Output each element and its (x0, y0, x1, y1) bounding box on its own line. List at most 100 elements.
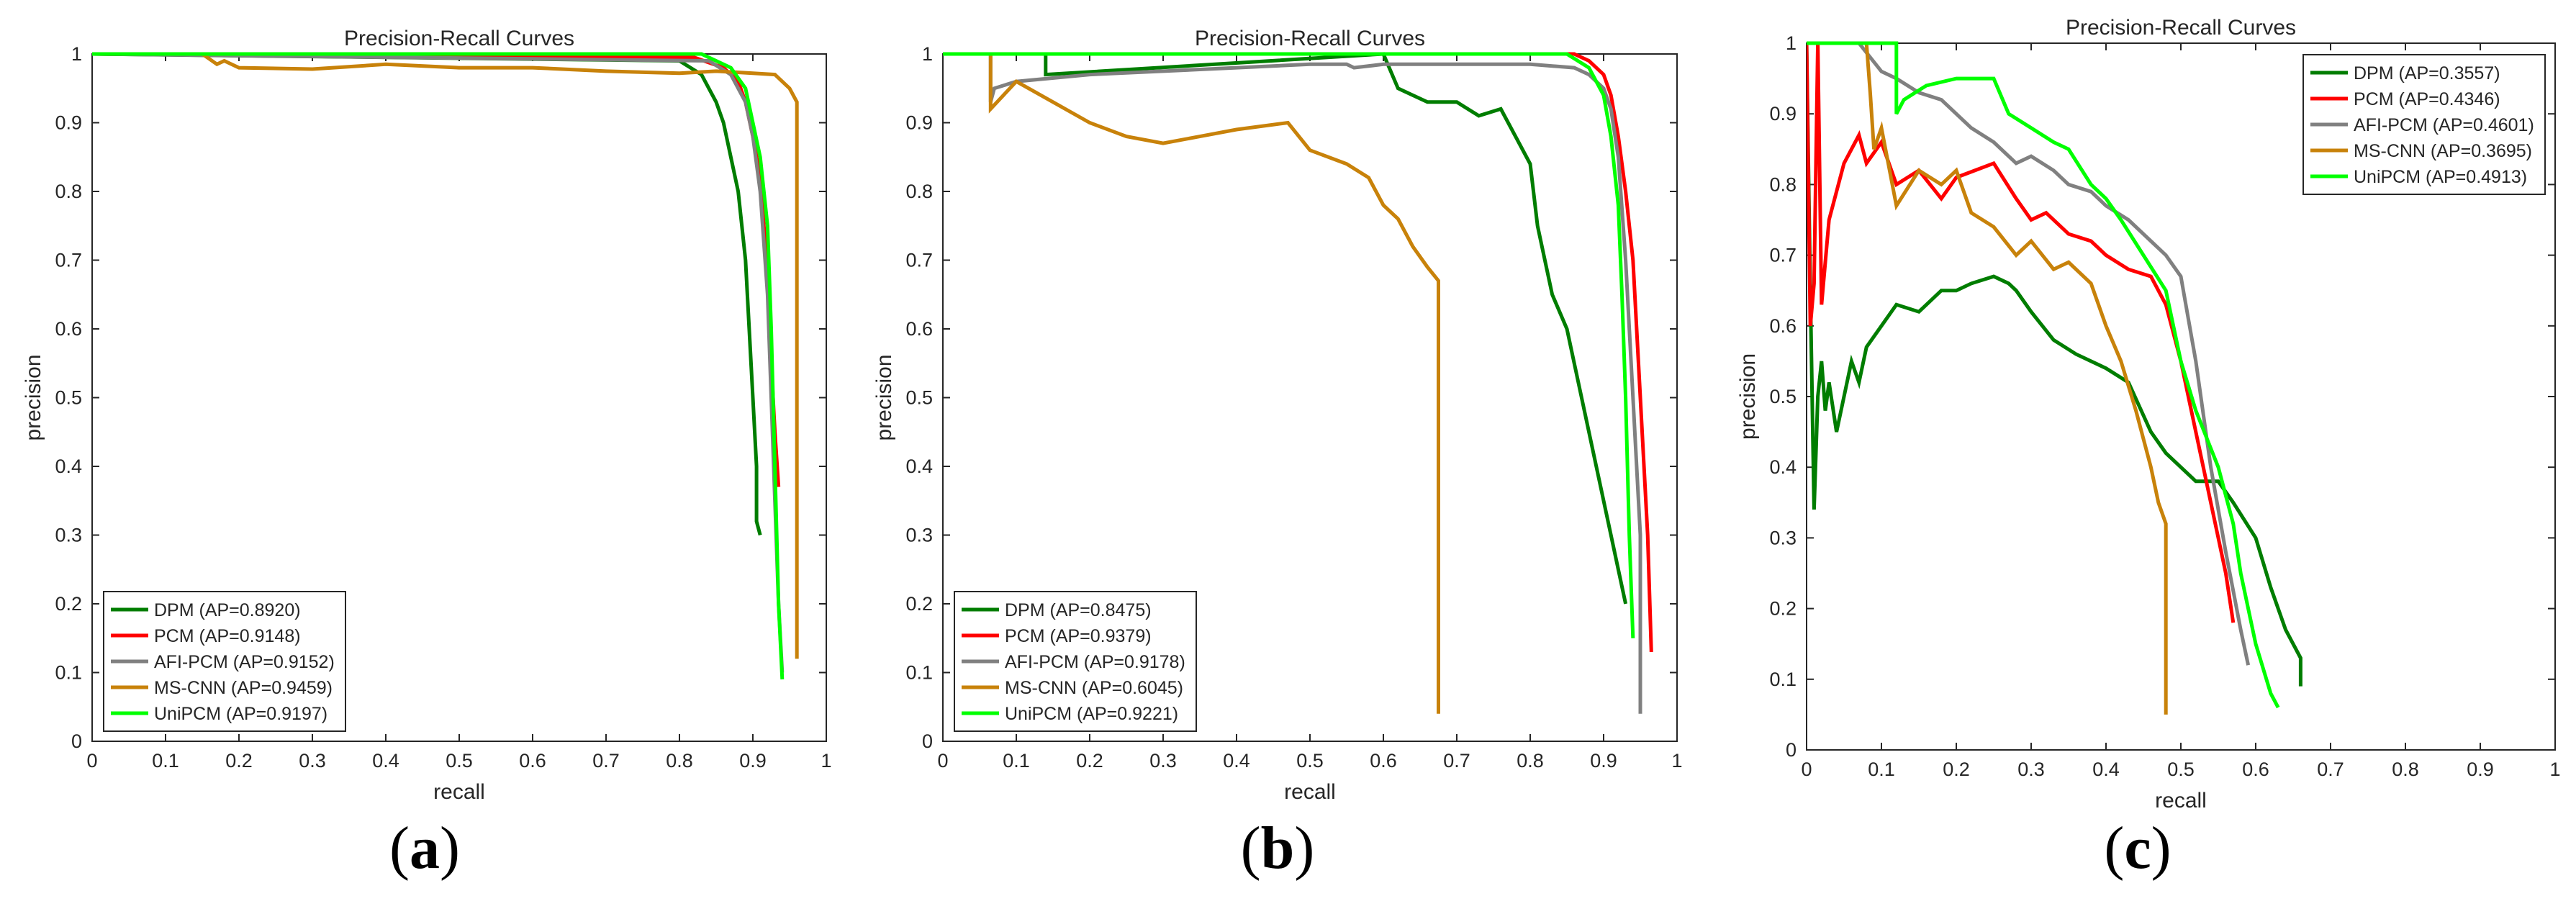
legend-entry-unipcm: UniPCM (AP=0.4913) (2354, 167, 2527, 187)
series-line-afi-pcm (943, 52, 1642, 714)
x-tick-label: 0.3 (299, 750, 326, 772)
chart-panel-a: 0 0.1 0.2 0.3 0.4 0.5 0.6 0.7 0.8 0.9 1 0 0.1 0.2 0.3 0… (22, 27, 832, 804)
legend-entry-dpm: DPM (AP=0.3557) (2354, 63, 2500, 83)
x-tick-label: 0.8 (1517, 750, 1544, 772)
panel-label-b: (b) (1240, 815, 1315, 882)
x-tick-label: 0.7 (1443, 750, 1470, 772)
x-tick-label: 0.2 (1943, 759, 1970, 780)
x-tick-label: 0.4 (1223, 750, 1250, 772)
x-tick-label: 0.8 (666, 750, 693, 772)
y-axis-label: precision (22, 354, 45, 440)
x-tick-label: 0.6 (519, 750, 546, 772)
x-tick-label: 0.6 (2242, 759, 2269, 780)
series-line-unipcm (943, 52, 1635, 638)
x-tick-label: 0.5 (446, 750, 473, 772)
y-tick-label: 0.8 (55, 181, 82, 202)
y-tick-label: 0.5 (905, 387, 933, 409)
y-tick-label: 0.4 (1769, 456, 1797, 478)
y-tick-label: 0.9 (1769, 103, 1797, 125)
y-tick-label: 0.1 (905, 662, 933, 684)
series-line-afi-pcm (1807, 41, 2251, 666)
x-tick-label: 0 (937, 750, 948, 772)
y-tick-label: 0.9 (55, 112, 82, 134)
y-axis-label: precision (1736, 353, 1760, 440)
y-tick-label: 1 (1786, 32, 1797, 54)
series-line-dpm (1807, 42, 2302, 687)
x-tick-label: 0.8 (2392, 759, 2419, 780)
x-tick-label: 0.5 (1296, 750, 1324, 772)
panel-label-a: (a) (389, 815, 460, 882)
y-tick-label: 0.6 (905, 318, 933, 340)
y-tick-label: 0.7 (55, 250, 82, 271)
y-tick-label: 0.9 (905, 112, 933, 134)
x-tick-label: 1 (2549, 759, 2560, 780)
y-tick-label: 1 (71, 43, 82, 65)
legend-entry-ms-cnn: MS-CNN (AP=0.6045) (1005, 678, 1183, 698)
x-tick-label: 0.9 (739, 750, 767, 772)
legend-entry-ms-cnn: MS-CNN (AP=0.9459) (154, 678, 333, 698)
x-tick-label: 0.4 (372, 750, 399, 772)
series-line-ms-cnn (1807, 41, 2168, 715)
legend-entry-unipcm: UniPCM (AP=0.9197) (154, 704, 327, 724)
y-tick-label: 0 (1786, 739, 1797, 761)
x-tick-label: 0.7 (592, 750, 620, 772)
legend: DPM (AP=0.8475) PCM (AP=0.9379) AFI-PCM (A… (954, 591, 1197, 732)
x-tick-label: 0.3 (1149, 750, 1177, 772)
legend-entry-pcm: PCM (AP=0.9148) (154, 626, 301, 646)
x-tick-label: 0 (86, 750, 97, 772)
legend-entry-afi-pcm: AFI-PCM (AP=0.9178) (1005, 652, 1185, 672)
x-axis-label: recall (1284, 780, 1336, 804)
y-tick-label: 0.2 (1769, 598, 1797, 620)
legend-entry-pcm: PCM (AP=0.9379) (1005, 626, 1152, 646)
y-tick-label: 0.4 (905, 456, 933, 477)
y-tick-label: 0 (71, 730, 82, 752)
x-tick-label: 0 (1801, 759, 1812, 780)
legend-entry-afi-pcm: AFI-PCM (AP=0.9152) (154, 652, 335, 672)
chart-panel-b: 0 0.1 0.2 0.3 0.4 0.5 0.6 0.7 0.8 0.9 1 0 0.1 0.2 0.3 0… (872, 27, 1683, 804)
legend-entry-dpm: DPM (AP=0.8475) (1005, 600, 1152, 620)
legend-entry-afi-pcm: AFI-PCM (AP=0.4601) (2354, 115, 2534, 135)
y-tick-label: 0.1 (55, 662, 82, 684)
y-axis-label: precision (872, 354, 896, 440)
x-tick-label: 0.4 (2092, 759, 2120, 780)
legend-box (954, 591, 1197, 732)
y-tick-label: 0.4 (55, 456, 82, 477)
x-tick-label: 0.3 (2017, 759, 2045, 780)
chart-title: Precision-Recall Curves (344, 27, 574, 50)
x-tick-label: 1 (821, 750, 831, 772)
legend-entry-unipcm: UniPCM (AP=0.9221) (1005, 704, 1178, 724)
x-tick-label: 0.5 (2167, 759, 2195, 780)
y-tick-label: 0.8 (1769, 173, 1797, 195)
y-tick-label: 0.2 (55, 593, 82, 615)
chart-panel-c: 0 0.1 0.2 0.3 0.4 0.5 0.6 0.7 0.8 0.9 1 0 0.1 0.2 0.3 0… (1736, 16, 2561, 813)
y-tick-label: 0.2 (905, 593, 933, 615)
panel-label-c: (c) (2104, 815, 2171, 882)
x-tick-label: 0.2 (1076, 750, 1103, 772)
y-tick-label: 0.3 (55, 525, 82, 546)
legend: DPM (AP=0.8920) PCM (AP=0.9148) AFI-PCM (A… (103, 591, 346, 732)
y-tick-label: 0.3 (905, 525, 933, 546)
x-tick-label: 0.1 (1868, 759, 1895, 780)
series-line-ms-cnn (92, 52, 799, 659)
x-tick-label: 1 (1671, 750, 1682, 772)
legend-entry-ms-cnn: MS-CNN (AP=0.3695) (2354, 141, 2532, 161)
x-tick-label: 0.9 (2467, 759, 2494, 780)
chart-title: Precision-Recall Curves (2066, 16, 2296, 40)
x-axis-label: recall (433, 780, 485, 804)
series-line-pcm (943, 52, 1653, 652)
y-tick-label: 1 (922, 43, 933, 65)
y-tick-label: 0.7 (1769, 245, 1797, 266)
y-tick-label: 0.7 (905, 250, 933, 271)
chart-title: Precision-Recall Curves (1195, 27, 1425, 50)
y-tick-label: 0.8 (905, 181, 933, 202)
y-tick-label: 0.5 (55, 387, 82, 409)
y-tick-label: 0.6 (1769, 315, 1797, 337)
legend-entry-dpm: DPM (AP=0.8920) (154, 600, 301, 620)
series-line-unipcm (92, 52, 785, 680)
y-tick-label: 0.5 (1769, 386, 1797, 407)
legend-entry-pcm: PCM (AP=0.4346) (2354, 89, 2500, 109)
x-axis-label: recall (2155, 789, 2207, 813)
x-tick-label: 0.2 (225, 750, 253, 772)
x-tick-label: 0.1 (1003, 750, 1030, 772)
